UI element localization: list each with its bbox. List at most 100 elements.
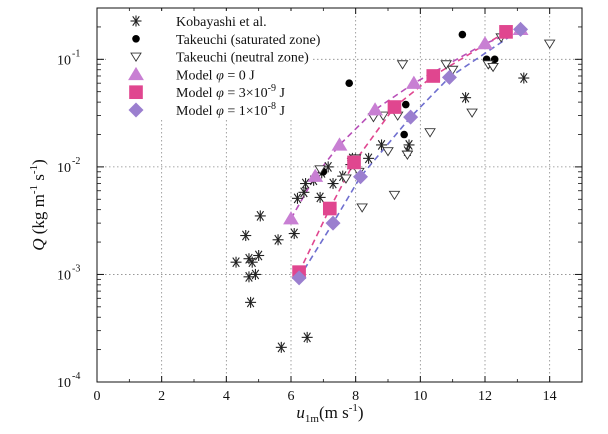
x-axis-label-exp: -1: [349, 402, 358, 414]
series-2-point-14: [446, 65, 459, 76]
x-axis-label: u1m(m s-1): [296, 402, 363, 425]
series-3-point-2: [331, 137, 348, 151]
x-axis-label-main: u: [296, 403, 305, 422]
series-3-point-5: [477, 36, 493, 50]
series-5-point-2: [353, 169, 369, 185]
legend-marker-0: [130, 15, 142, 27]
series-2-point-1: [340, 174, 352, 184]
series-0-point-4: [245, 296, 257, 308]
y-tick-label-exp: -1: [72, 48, 80, 59]
series-1-point-3: [401, 100, 410, 109]
y-tick-label-exp: -4: [72, 371, 80, 382]
y-axis-label-q: Q: [29, 239, 48, 251]
y-axis-label-close: ): [29, 159, 48, 165]
plot-frame: [96, 7, 583, 383]
series-4-point-4: [426, 69, 441, 83]
series-2-point-13: [440, 60, 453, 70]
x-tick-label: 0: [94, 389, 101, 404]
legend-marker-2: [130, 52, 142, 62]
x-tick-label: 4: [223, 389, 230, 404]
series-2-point-10: [396, 60, 409, 70]
series-0-point-7: [253, 249, 265, 261]
series-0-point-30: [518, 72, 530, 84]
series-2-point-17: [487, 62, 499, 73]
x-tick-labels: 0 2 4 6 8 10 12 14: [94, 389, 557, 404]
series-0-point-5: [246, 256, 258, 268]
series-0-point-12: [291, 192, 303, 204]
series-0-point-17: [314, 191, 326, 203]
legend-label-5: Model φ = 1×10-8 J: [176, 101, 285, 119]
x-axis-label-close: ): [358, 403, 364, 422]
y-axis-label-units-a: (kg m: [29, 194, 48, 238]
series-0-point-10: [275, 341, 287, 353]
series-3-point-4: [405, 75, 422, 89]
series-2-point-12: [424, 128, 436, 138]
x-tick-label: 12: [478, 389, 492, 404]
series-0-point-24: [363, 152, 375, 164]
y-tick-labels: 10-410-310-210-1: [57, 48, 80, 391]
series-0-point-15: [301, 331, 313, 343]
y-axis-label-exp-a: -1: [28, 185, 40, 194]
x-tick-label: 6: [288, 389, 295, 404]
series-2-point-11: [401, 150, 414, 160]
series-0-point-6: [249, 268, 261, 280]
series-0-point-8: [254, 210, 266, 222]
x-tick-label: 8: [352, 389, 359, 404]
y-tick-label: 10: [57, 376, 71, 391]
series-4-point-3: [387, 100, 402, 114]
series-0-point-3: [243, 271, 255, 283]
series-2-point-19: [543, 39, 556, 49]
series-0-point-14: [300, 178, 312, 190]
model-curve-5: [298, 28, 522, 279]
legend-label-4: Model φ = 3×10-9 J: [176, 83, 285, 101]
series-2-point-4: [356, 203, 368, 213]
y-tick-label: 10: [57, 268, 71, 283]
legend-label-3: Model φ = 0 J: [176, 68, 255, 83]
legend-marker-5: [128, 102, 144, 118]
series-2-point-0: [314, 165, 326, 175]
series-1-point-4: [458, 30, 467, 39]
series-5-point-0: [291, 270, 307, 286]
legend: Kobayashi et al. Takeuchi (saturated zone…: [106, 11, 321, 120]
data-points: [230, 21, 556, 353]
x-axis-label-units: (m s: [319, 403, 349, 422]
legend-marker-3: [128, 66, 144, 81]
series-5-point-1: [325, 215, 341, 231]
series-0-point-0: [230, 256, 242, 268]
series-2-point-8: [388, 190, 401, 201]
x-tick-label: 14: [543, 389, 557, 404]
x-tick-label: 2: [158, 389, 165, 404]
series-0-point-9: [272, 234, 284, 246]
series-4-point-2: [347, 155, 361, 170]
series-4-point-1: [322, 201, 337, 216]
series-4-point-5: [499, 25, 513, 39]
y-tick-label-exp: -3: [72, 263, 80, 274]
series-0-point-13: [298, 186, 310, 198]
series-0-point-1: [240, 230, 252, 242]
y-tick-label: 10: [57, 161, 71, 176]
y-tick-label: 10: [57, 53, 71, 68]
series-1-point-2: [400, 130, 408, 139]
legend-marker-4: [129, 85, 143, 100]
y-axis-label-exp-b: -1: [28, 165, 40, 174]
series-0-point-11: [288, 228, 300, 240]
series-3-point-3: [367, 102, 383, 116]
series-5-point-5: [513, 21, 529, 37]
axis-ticks: [96, 8, 582, 383]
series-0-point-28: [460, 92, 472, 104]
series-2-point-15: [466, 108, 478, 118]
series-1-point-1: [345, 79, 354, 87]
legend-label-2: Takeuchi (neutral zone): [176, 51, 309, 66]
series-0-point-27: [403, 139, 415, 151]
y-axis-label: Q (kg m-1 s-1): [28, 159, 48, 251]
series-3-point-0: [283, 211, 299, 225]
x-axis-label-sub: 1m: [305, 413, 320, 425]
legend-label-0: Kobayashi et al.: [176, 15, 267, 30]
series-3-point-1: [307, 168, 324, 182]
legend-marker-1: [132, 35, 140, 43]
model-curve-4: [298, 31, 507, 273]
x-tick-label: 10: [413, 389, 427, 404]
legend-background: [106, 11, 312, 120]
model-curves: [290, 28, 522, 279]
